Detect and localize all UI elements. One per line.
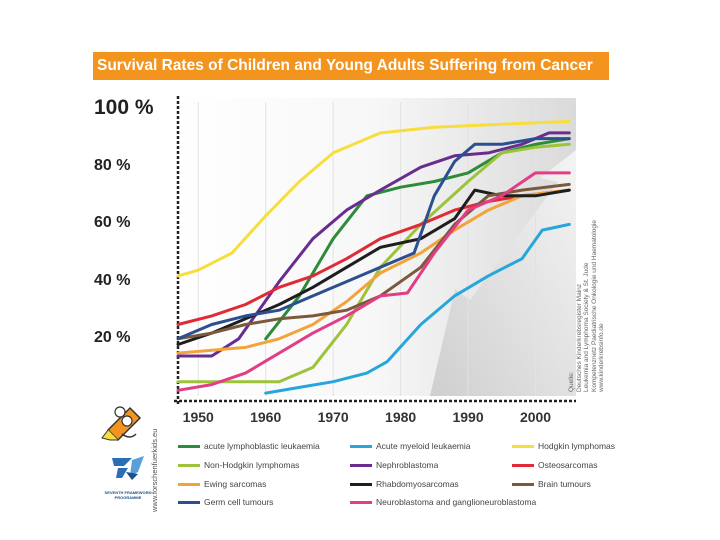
series-line-nephroblastoma <box>176 131 571 358</box>
x-tick-label: 1960 <box>250 409 281 425</box>
y-tick-label: 20 % <box>94 328 131 346</box>
y-tick-label: 60 % <box>94 214 131 232</box>
legend-swatch <box>178 445 200 449</box>
chart-title: Survival Rates of Children and Young Adu… <box>93 52 609 80</box>
legend-label: Brain tumours <box>538 479 591 489</box>
series-line-ewing-sarcomas <box>176 188 571 355</box>
side-url: www.forschenfuerkids.eu <box>150 428 159 512</box>
series-line-brain-tumours <box>176 182 571 341</box>
legend-swatch <box>350 483 372 487</box>
legend-label: Ewing sarcomas <box>204 479 267 489</box>
series-line-germ-cell-tumours <box>176 137 571 341</box>
legend-label: Acute myeloid leukaemia <box>376 441 471 451</box>
trend-arrow <box>430 150 576 396</box>
legend-label: acute lymphoblastic leukaemia <box>204 441 320 451</box>
legend-item: Hodgkin lymphomas <box>512 441 615 451</box>
source-note: Quelle: Deutsches Kinderkrebsregister Ma… <box>568 220 606 392</box>
x-tick-label: 1980 <box>385 409 416 425</box>
x-tick-label: 2000 <box>520 409 551 425</box>
legend-item: Rhabdomyosarcomas <box>350 479 459 489</box>
source-line: Deutsches Kinderkrebsregister Mainz <box>575 283 583 392</box>
source-line: Kompetenznetz Paediatrische Onkologie un… <box>590 220 598 392</box>
legend-label: Osteosarcomas <box>538 460 598 470</box>
legend-item: Nephroblastoma <box>350 460 438 470</box>
legend-swatch <box>512 464 534 468</box>
series-line-hodgkin-lymphomas <box>176 119 571 278</box>
legend-item: Ewing sarcomas <box>178 479 266 489</box>
legend-item: Germ cell tumours <box>178 497 273 507</box>
legend-swatch <box>178 483 200 487</box>
fp7-logo-caption: SEVENTH FRAMEWORK PROGRAMME <box>104 490 152 500</box>
legend-label: Nephroblastoma <box>376 460 439 470</box>
legend-swatch <box>350 501 372 505</box>
source-line: www.kinderkrebsinfo.de <box>598 323 605 392</box>
legend-swatch <box>178 501 200 505</box>
x-tick-label: 1990 <box>452 409 483 425</box>
legend-item: Neuroblastoma and ganglioneuroblastoma <box>350 497 536 507</box>
mascot-rocket-icon <box>101 406 142 442</box>
y-tick-label: 40 % <box>94 271 131 289</box>
legend-item: Brain tumours <box>512 479 591 489</box>
legend-swatch <box>350 464 372 468</box>
legend-label: Hodgkin lymphomas <box>538 441 616 451</box>
series-line-neuroblastoma-and-ganglioneuroblastoma <box>176 171 571 392</box>
legend-label: Neuroblastoma and ganglioneuroblastoma <box>376 497 537 507</box>
legend-item: acute lymphoblastic leukaemia <box>178 441 320 451</box>
legend-swatch <box>350 445 372 449</box>
legend-swatch <box>512 445 534 449</box>
series-line-acute-myeloid-leukaemia <box>264 222 571 395</box>
fp7-logo <box>112 456 144 480</box>
legend-label: Germ cell tumours <box>204 497 274 507</box>
source-line: Leukemia and Lymphoma Society & St. Jude <box>583 262 590 392</box>
legend-swatch <box>512 483 534 487</box>
y-tick-label: 100 % <box>94 96 154 119</box>
x-tick-label: 1950 <box>183 409 214 425</box>
legend-item: Acute myeloid leukaemia <box>350 441 471 451</box>
y-tick-label: 80 % <box>94 157 131 175</box>
x-tick-label: 1970 <box>318 409 349 425</box>
source-line: Quelle: <box>568 371 575 392</box>
legend-label: Non-Hodgkin lymphomas <box>204 460 300 470</box>
legend-swatch <box>178 464 200 468</box>
legend-label: Rhabdomyosarcomas <box>376 479 459 489</box>
legend-item: Osteosarcomas <box>512 460 598 470</box>
legend-item: Non-Hodgkin lymphomas <box>178 460 299 470</box>
